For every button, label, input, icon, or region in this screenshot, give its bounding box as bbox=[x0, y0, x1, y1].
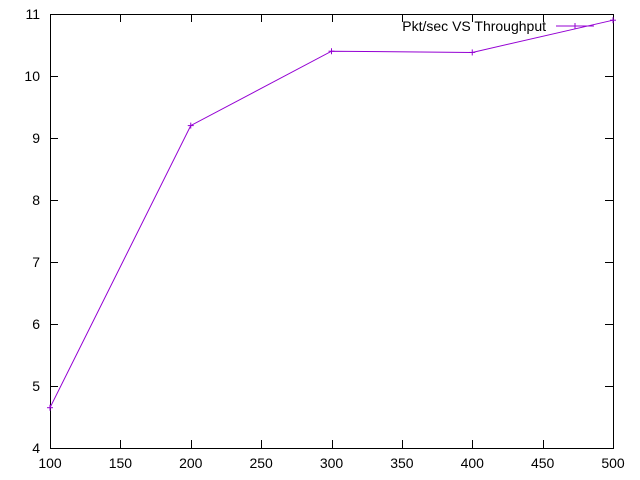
legend-label: Pkt/sec VS Throughput bbox=[402, 18, 546, 34]
axis-tick-labels: 100 150 200 250 300 350 400 450 500 4 5 6 7 8 9 10 11 bbox=[24, 6, 624, 471]
axis-ticks bbox=[50, 14, 614, 449]
y-tick-label: 9 bbox=[32, 130, 40, 146]
data-point bbox=[469, 49, 476, 56]
series-line bbox=[49, 19, 614, 408]
data-point bbox=[328, 48, 335, 55]
x-tick-label: 450 bbox=[531, 455, 555, 471]
y-tick-label: 5 bbox=[32, 378, 40, 394]
y-tick-label: 10 bbox=[24, 68, 40, 84]
legend-marker bbox=[572, 23, 578, 29]
x-tick-label: 250 bbox=[249, 455, 273, 471]
plot-frame bbox=[50, 14, 614, 449]
y-tick-label: 7 bbox=[32, 254, 40, 270]
x-tick-label: 500 bbox=[601, 455, 625, 471]
y-tick-label: 4 bbox=[32, 440, 40, 456]
data-point bbox=[187, 122, 194, 129]
x-tick-label: 350 bbox=[390, 455, 414, 471]
x-tick-label: 100 bbox=[38, 455, 62, 471]
y-tick-label: 8 bbox=[32, 192, 40, 208]
y-tick-label: 11 bbox=[25, 6, 40, 22]
legend: Pkt/sec VS Throughput bbox=[402, 18, 594, 34]
data-point bbox=[47, 404, 53, 411]
y-tick-label: 6 bbox=[32, 316, 40, 332]
x-tick-label: 400 bbox=[461, 455, 485, 471]
data-point bbox=[610, 17, 616, 24]
x-tick-label: 200 bbox=[179, 455, 203, 471]
series-group bbox=[47, 17, 616, 411]
x-tick-label: 150 bbox=[109, 455, 133, 471]
x-tick-label: 300 bbox=[320, 455, 344, 471]
